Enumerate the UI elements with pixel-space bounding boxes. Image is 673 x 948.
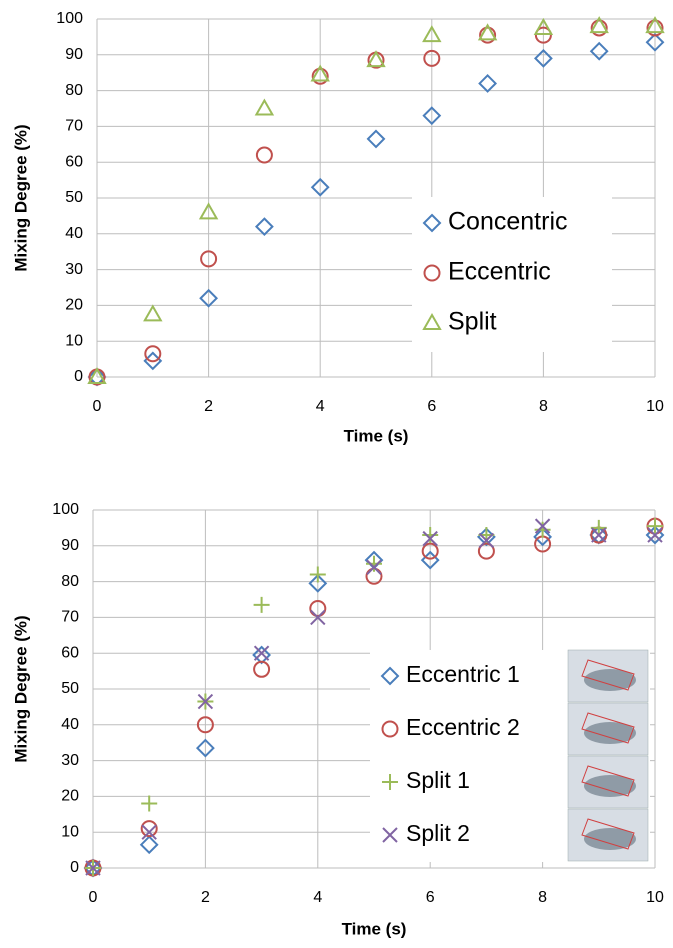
legend-label: Eccentric 1 xyxy=(406,661,520,687)
marker-diamond xyxy=(591,43,607,59)
x-tick-label: 10 xyxy=(646,889,664,906)
x-axis-title: Time (s) xyxy=(342,919,407,938)
y-tick-label: 100 xyxy=(52,501,79,518)
y-tick-label: 70 xyxy=(61,609,79,626)
y-tick-label: 30 xyxy=(65,261,83,278)
y-tick-label: 30 xyxy=(61,752,79,769)
y-tick-label: 90 xyxy=(65,46,83,63)
figure: 01020304050607080901000246810Time (s)Mix… xyxy=(0,0,673,948)
y-tick-label: 60 xyxy=(61,644,79,661)
marker-plus xyxy=(141,796,157,812)
y-axis-title: Mixing Degree (%) xyxy=(11,615,30,762)
marker-circle xyxy=(257,148,272,163)
x-tick-label: 4 xyxy=(316,398,325,415)
y-tick-label: 0 xyxy=(70,859,79,876)
y-axis-title: Mixing Degree (%) xyxy=(11,124,30,271)
marker-triangle xyxy=(256,101,272,115)
y-tick-label: 10 xyxy=(61,823,79,840)
x-tick-label: 2 xyxy=(204,398,213,415)
y-tick-label: 50 xyxy=(65,189,83,206)
x-tick-label: 0 xyxy=(93,398,102,415)
marker-diamond xyxy=(480,75,496,91)
marker-diamond xyxy=(256,219,272,235)
marker-plus xyxy=(422,527,438,543)
y-tick-label: 60 xyxy=(65,153,83,170)
x-tick-label: 6 xyxy=(427,398,436,415)
marker-diamond xyxy=(368,131,384,147)
legend-label: Concentric xyxy=(448,208,568,236)
marker-diamond xyxy=(254,647,270,663)
y-tick-label: 100 xyxy=(56,10,83,27)
y-tick-label: 50 xyxy=(61,680,79,697)
x-tick-label: 8 xyxy=(539,398,548,415)
y-tick-label: 90 xyxy=(61,537,79,554)
y-tick-label: 10 xyxy=(65,332,83,349)
y-tick-label: 20 xyxy=(61,788,79,805)
y-tick-label: 80 xyxy=(65,82,83,99)
y-tick-label: 0 xyxy=(74,368,83,385)
x-tick-label: 10 xyxy=(646,398,664,415)
legend-label: Eccentric 2 xyxy=(406,714,520,740)
x-tick-label: 8 xyxy=(538,889,547,906)
x-axis-title: Time (s) xyxy=(344,426,409,445)
y-tick-label: 40 xyxy=(61,716,79,733)
marker-circle xyxy=(142,821,157,836)
y-tick-label: 40 xyxy=(65,225,83,242)
marker-plus xyxy=(254,597,270,613)
x-tick-label: 0 xyxy=(89,889,98,906)
legend-label: Split 1 xyxy=(406,767,470,793)
x-tick-label: 6 xyxy=(426,889,435,906)
y-tick-label: 20 xyxy=(65,297,83,314)
y-tick-label: 70 xyxy=(65,118,83,135)
y-tick-label: 80 xyxy=(61,573,79,590)
x-tick-label: 2 xyxy=(201,889,210,906)
marker-triangle xyxy=(145,306,161,320)
legend-label: Eccentric xyxy=(448,258,551,286)
legend-label: Split xyxy=(448,308,497,336)
legend-label: Split 2 xyxy=(406,820,470,846)
x-tick-label: 4 xyxy=(313,889,322,906)
